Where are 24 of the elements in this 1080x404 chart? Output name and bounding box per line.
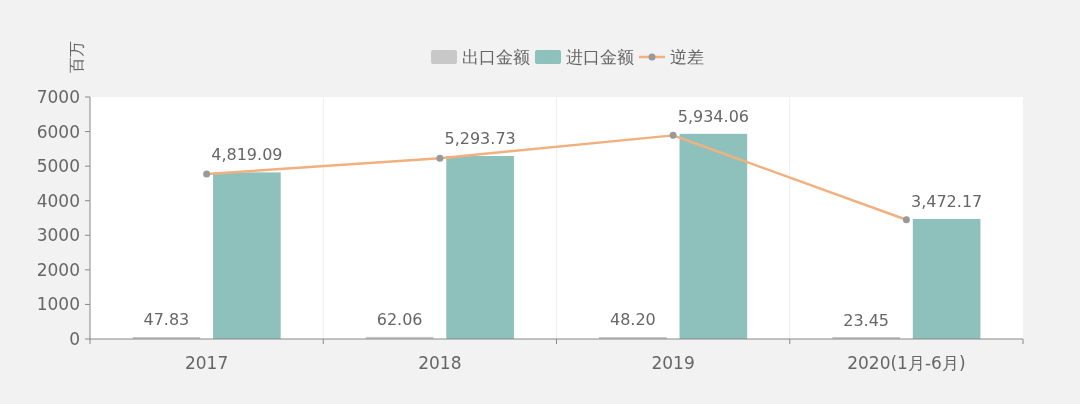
x-tick-label: 2017: [184, 353, 229, 373]
data-label: 48.20: [609, 310, 656, 330]
x-tick-label: 2018: [418, 353, 462, 373]
y-tick-label: 6000: [36, 121, 80, 142]
y-axis-title: 百万: [67, 41, 86, 73]
data-label: 47.83: [143, 310, 190, 330]
data-label: 23.45: [843, 311, 890, 331]
y-tick-label: 3000: [36, 225, 80, 246]
x-tick-label: 2020(1月-6月): [847, 353, 966, 373]
data-label: 4,819.09: [211, 145, 283, 165]
y-tick-label: 7000: [36, 87, 80, 107]
legend-label: 出口金额: [462, 47, 530, 67]
y-tick-label: 0: [69, 329, 80, 349]
legend-label: 进口金额: [566, 47, 634, 67]
y-tick-label: 5000: [36, 156, 80, 177]
y-tick-label: 4000: [36, 190, 80, 211]
x-tick-label: 2019: [651, 353, 695, 373]
data-label: 5,934.06: [677, 106, 749, 126]
data-label: 5,293.73: [444, 128, 516, 148]
y-tick-label: 2000: [36, 259, 80, 280]
legend-label: 逆差: [670, 47, 704, 67]
data-label: 62.06: [376, 309, 423, 329]
y-tick-label: 1000: [36, 294, 80, 315]
data-label: 3,472.17: [910, 191, 983, 211]
